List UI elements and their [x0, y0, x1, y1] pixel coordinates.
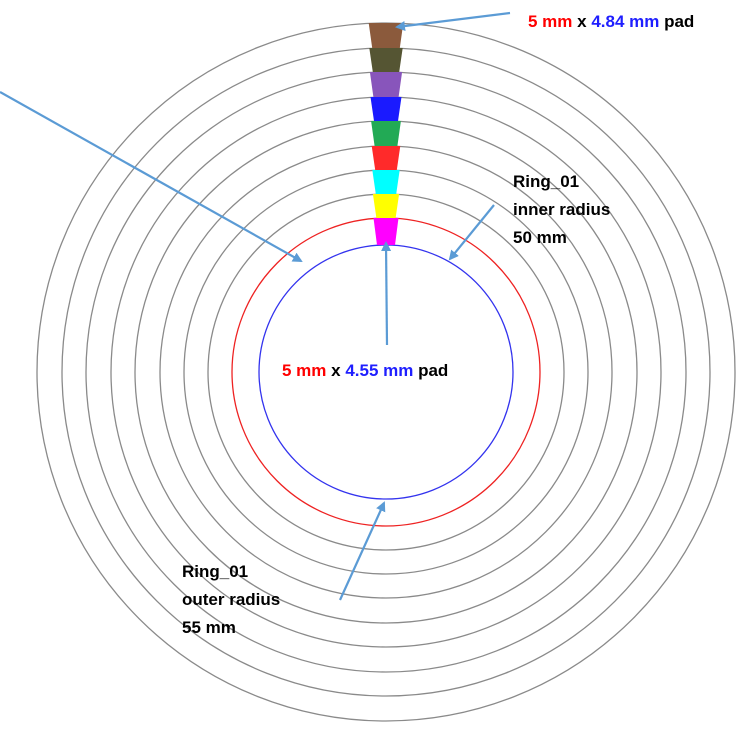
arrow-left-red-ring: [0, 91, 303, 262]
arrow-outer-radius: [338, 501, 386, 601]
pad-2: [372, 194, 400, 218]
inner-radius-label-line2: inner radius: [513, 200, 610, 219]
pad-5: [371, 121, 401, 146]
inner-radius-label-line1: Ring_01: [513, 172, 579, 191]
inner-radius-label-line3: 50 mm: [513, 228, 567, 247]
outer-radius-label-line3: 55 mm: [182, 618, 236, 637]
arrow-inner-pad: [381, 241, 392, 346]
arrows-group: [0, 11, 511, 601]
arrow-inner-radius: [448, 204, 495, 261]
pad-1: [373, 218, 399, 245]
outer-pad-label: 5 mm x 4.84 mm pad: [528, 12, 694, 31]
inner-pad-label: 5 mm x 4.55 mm pad: [282, 361, 448, 380]
pad-6: [370, 97, 402, 121]
outer-radius-label-line1: Ring_01: [182, 562, 248, 581]
pad-9: [368, 23, 404, 48]
pad-3: [372, 170, 400, 194]
pad-4: [371, 146, 401, 170]
pads-group: [368, 23, 404, 245]
outer-radius-label-line2: outer radius: [182, 590, 280, 609]
arrow-outer-pad: [395, 11, 511, 31]
pad-8: [369, 48, 403, 72]
pad-7: [369, 72, 403, 97]
